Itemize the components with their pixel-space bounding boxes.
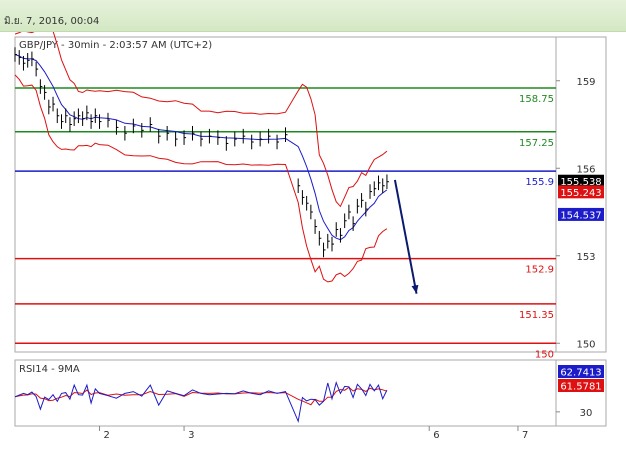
price-tag <box>558 174 604 188</box>
rsi-panel-border <box>14 359 607 427</box>
level-label: 158.75 <box>519 94 554 105</box>
forecast-arrow-head <box>411 284 419 294</box>
chart-title: GBP/JPY - 30min - 2:03:57 AM (UTC+2) <box>19 40 212 51</box>
price-tick-label: 150 <box>576 339 595 350</box>
forecast-arrow-line <box>393 179 418 294</box>
level-label: 155.9 <box>525 177 554 188</box>
rsi-tick-label: 30 <box>580 408 593 419</box>
level-label: 157.25 <box>519 138 554 149</box>
rsi-line <box>14 380 388 424</box>
header-datetime: มิ.ย. 7, 2016, 00:04 <box>4 16 100 27</box>
time-tick-label: 3 <box>188 430 194 441</box>
time-tick-label: 2 <box>104 430 110 441</box>
moving-average-line <box>14 54 388 241</box>
price-tick-label: 159 <box>576 77 595 88</box>
chart-svg: GBP/JPY - 30min - 2:03:57 AM (UTC+2) RSI1… <box>14 32 607 441</box>
price-tag-label: 154.537 <box>560 210 601 221</box>
price-tag-label: 155.243 <box>560 188 601 199</box>
level-label: 151.35 <box>519 310 554 321</box>
band-upper-line <box>14 32 388 208</box>
rsi-tag <box>558 379 604 392</box>
price-tick-label: 153 <box>576 252 595 263</box>
price-tag <box>558 185 604 199</box>
rsi-tag-label: 62.7413 <box>560 368 601 379</box>
time-tick-label: 6 <box>433 430 439 441</box>
level-label: 152.9 <box>525 265 554 276</box>
chart-frame: GBP/JPY - 30min - 2:03:57 AM (UTC+2) RSI1… <box>0 32 626 471</box>
rsi-tag <box>558 365 604 378</box>
header-bar: มิ.ย. 7, 2016, 00:04 <box>0 0 626 32</box>
price-tag <box>558 207 604 221</box>
price-tick-label: 156 <box>576 164 595 175</box>
level-label: 150 <box>535 349 554 360</box>
price-tag-label: 155.538 <box>560 177 601 188</box>
rsi-title: RSI14 - 9MA <box>19 364 80 375</box>
band-lower-line <box>14 74 388 283</box>
rsi-tag-label: 61.5781 <box>560 382 601 393</box>
price-panel-border <box>14 36 607 353</box>
time-tick-label: 7 <box>522 430 528 441</box>
